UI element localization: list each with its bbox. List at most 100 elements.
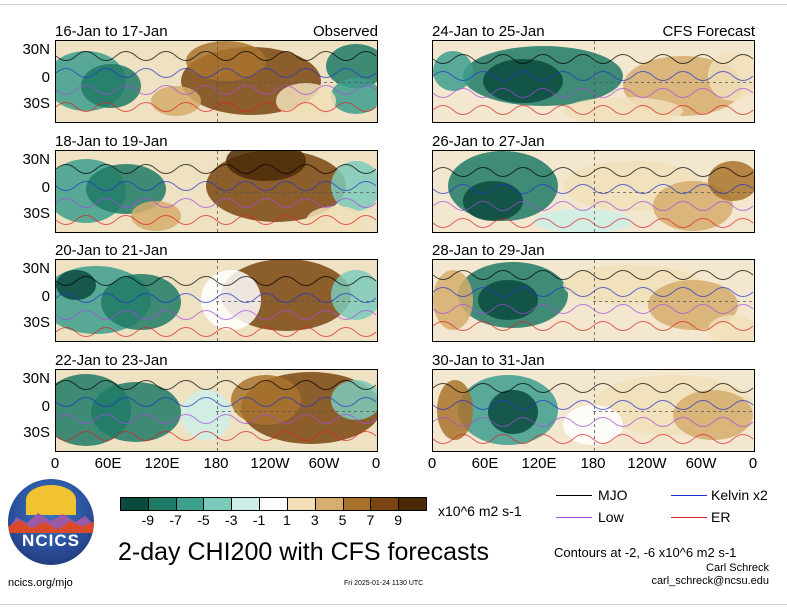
panel-title: 30-Jan to 31-Jan: [432, 352, 545, 369]
field-blob: [231, 375, 301, 425]
field-blob: [331, 270, 377, 320]
contour-line: [433, 434, 754, 444]
contour-line: [433, 270, 754, 280]
lon-tick-label: 120W: [627, 455, 667, 472]
colorbar-swatch: [175, 497, 205, 511]
ncics-logo: NCICS: [8, 479, 94, 565]
legend-label: Kelvin x2: [711, 487, 768, 503]
contour-line: [433, 184, 754, 194]
field-blob: [673, 390, 753, 440]
contour-line: [433, 400, 754, 410]
lon-tick-label: 120E: [144, 455, 180, 472]
bottom-rule: [0, 604, 787, 605]
lat-tick-label: 0: [41, 69, 50, 86]
contour-line: [433, 105, 754, 115]
contour-line: [56, 198, 377, 208]
lat-tick-label: 30S: [23, 205, 50, 222]
legend-swatch-low: [556, 517, 592, 518]
lon-tick-label: 0: [748, 455, 758, 472]
logo-sun-shape: [26, 485, 76, 515]
field-blob: [81, 64, 141, 108]
panel-title: 22-Jan to 23-Jan: [55, 352, 168, 369]
lat-tick-label: 0: [41, 288, 50, 305]
lon-tick-label: 60E: [471, 455, 499, 472]
contour-line: [433, 304, 754, 314]
field-blob: [563, 405, 623, 445]
main-title: 2-day CHI200 with CFS forecasts: [118, 538, 489, 566]
panel-title: 26-Jan to 27-Jan: [432, 133, 545, 150]
heatmap-field: [433, 41, 754, 122]
contour-line: [56, 310, 377, 320]
contour-line: [56, 102, 377, 112]
colorbar-swatch: [147, 497, 177, 511]
contour-line: [433, 417, 754, 427]
colorbar-tick-label: 7: [366, 512, 375, 528]
contour-line: [56, 397, 377, 407]
contour-line: [56, 68, 377, 78]
site-url: ncics.org/mjo: [8, 577, 73, 589]
map-panel-fcst-1: [432, 40, 755, 123]
panel-title: 20-Jan to 21-Jan: [55, 242, 168, 259]
contour-line: [433, 201, 754, 211]
contour-line: [433, 287, 754, 297]
map-panel-fcst-3: [432, 259, 755, 342]
field-blob: [648, 280, 738, 330]
contour-line: [433, 383, 754, 393]
legend-label: MJO: [598, 487, 628, 503]
panel-title: 18-Jan to 19-Jan: [55, 133, 168, 150]
lon-tick-label: 120W: [250, 455, 290, 472]
contour-line: [56, 414, 377, 424]
panel-title: 24-Jan to 25-Jan: [432, 23, 545, 40]
field-blob: [463, 181, 523, 221]
lat-tick-label: 30N: [22, 151, 50, 168]
colorbar-tick-label: -1: [252, 512, 266, 528]
contour-line: [433, 167, 754, 177]
panel-title: 28-Jan to 29-Jan: [432, 242, 545, 259]
colorbar-tick-label: -7: [169, 512, 182, 528]
lon-tick-label: 60W: [685, 455, 717, 472]
forecast-label: CFS Forecast: [662, 23, 755, 40]
contour-line: [433, 218, 754, 228]
field-blob: [56, 270, 96, 300]
contour-line: [433, 88, 754, 98]
lon-tick-label: 0: [371, 455, 381, 472]
colorbar-units: x10^6 m2 s-1: [438, 503, 522, 519]
contour-line: [56, 181, 377, 191]
email: carl_schreck@ncsu.edu: [651, 575, 769, 587]
lon-tick-label: 60E: [94, 455, 122, 472]
map-panel-obs-4: [55, 369, 378, 452]
contour-line: [56, 85, 377, 95]
colorbar-tick-label: 5: [338, 512, 347, 528]
lat-tick-label: 30S: [23, 314, 50, 331]
colorbar-swatch: [314, 497, 344, 511]
field-blob: [151, 86, 201, 116]
legend-label: Low: [598, 509, 624, 525]
map-panel-fcst-2: [432, 150, 755, 233]
lon-tick-label: 0: [50, 455, 60, 472]
colorbar-swatch: [286, 497, 316, 511]
field-blob: [331, 78, 377, 114]
colorbar-swatch: [120, 497, 149, 511]
heatmap-field: [56, 370, 377, 451]
legend-swatch-mjo: [556, 495, 592, 496]
legend-swatch-kelvin: [671, 495, 707, 496]
logo-text: NCICS: [22, 531, 80, 550]
field-blob: [478, 280, 538, 320]
contour-line: [56, 51, 377, 61]
lat-tick-label: 30N: [22, 41, 50, 58]
contour-line: [433, 321, 754, 331]
lat-tick-label: 30N: [22, 370, 50, 387]
field-blob: [433, 51, 473, 91]
colorbar-swatch: [203, 497, 233, 511]
contours-note: Contours at -2, -6 x10^6 m2 s-1: [554, 545, 737, 560]
lat-tick-label: 0: [41, 398, 50, 415]
colorbar-swatch: [370, 497, 400, 511]
heatmap-field: [433, 260, 754, 341]
field-blob: [708, 161, 754, 201]
contour-line: [433, 54, 754, 64]
heatmap-field: [433, 151, 754, 232]
field-blob: [437, 380, 473, 440]
contour-line: [56, 276, 377, 286]
field-blob: [483, 59, 563, 103]
